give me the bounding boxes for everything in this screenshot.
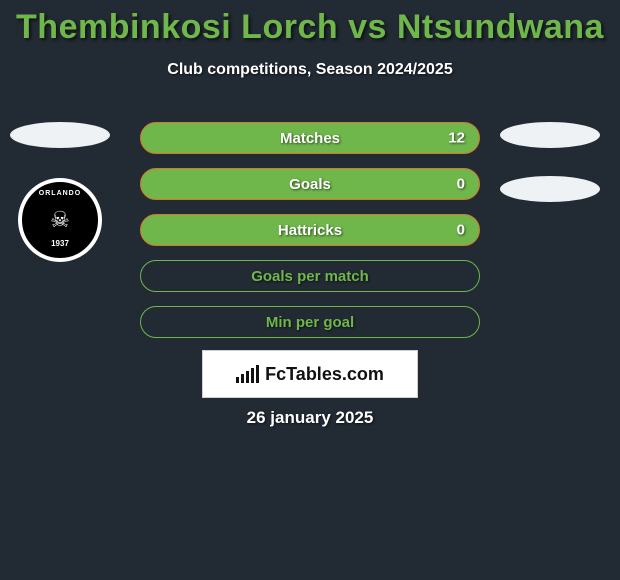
stat-row: Min per goal xyxy=(140,306,480,338)
stat-label: Goals xyxy=(289,176,331,193)
stat-value-right: 0 xyxy=(457,222,465,239)
skull-icon: ☠ xyxy=(50,209,70,231)
stat-value-right: 0 xyxy=(457,176,465,193)
stat-row: Hattricks 0 xyxy=(140,214,480,246)
stat-label: Min per goal xyxy=(266,314,354,331)
stat-label: Matches xyxy=(280,130,340,147)
subtitle: Club competitions, Season 2024/2025 xyxy=(0,61,620,79)
player2-marker-pill-1 xyxy=(500,122,600,148)
date-label: 26 january 2025 xyxy=(0,408,620,428)
player2-marker-pill-2 xyxy=(500,176,600,202)
club-badge-year: 1937 xyxy=(28,239,92,248)
player1-marker-pill xyxy=(10,122,110,148)
stat-row: Matches 12 xyxy=(140,122,480,154)
comparison-card: Thembinkosi Lorch vs Ntsundwana Club com… xyxy=(0,0,620,580)
stat-row: Goals per match xyxy=(140,260,480,292)
stat-row: Goals 0 xyxy=(140,168,480,200)
club-badge-inner: ORLANDO ☠ 1937 xyxy=(28,188,92,252)
brand-box: FcTables.com xyxy=(202,350,418,398)
page-title: Thembinkosi Lorch vs Ntsundwana xyxy=(0,0,620,47)
stat-label: Hattricks xyxy=(278,222,342,239)
stat-value-right: 12 xyxy=(448,130,465,147)
stat-label: Goals per match xyxy=(251,268,369,285)
club-badge: ORLANDO ☠ 1937 xyxy=(18,178,102,262)
brand-text: FcTables.com xyxy=(265,364,384,385)
stats-rows: Matches 12 Goals 0 Hattricks 0 Goals per match… xyxy=(140,122,480,352)
bar-chart-icon xyxy=(236,365,259,383)
club-badge-text: ORLANDO xyxy=(28,190,92,197)
